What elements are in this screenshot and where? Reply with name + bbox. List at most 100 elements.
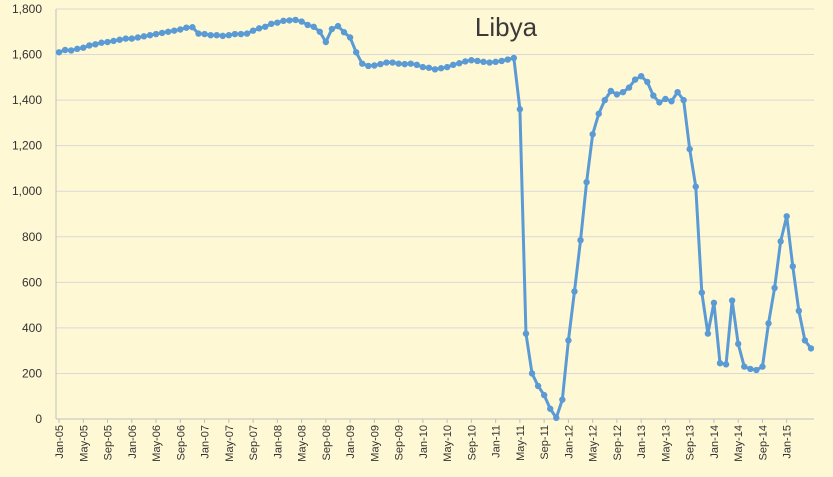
- data-point: [359, 60, 366, 67]
- data-point: [631, 76, 639, 83]
- series: [55, 16, 815, 422]
- data-point: [389, 59, 396, 66]
- data-point: [195, 30, 202, 37]
- data-point: [601, 96, 608, 104]
- data-point: [777, 238, 784, 245]
- x-tick-label: Jan-11: [491, 425, 503, 458]
- x-tick-label: Sep-09: [394, 425, 406, 460]
- x-tick-label: May-13: [660, 425, 672, 462]
- data-point: [589, 131, 596, 138]
- data-point: [383, 59, 390, 66]
- data-point: [795, 307, 803, 315]
- data-point: [498, 57, 505, 65]
- data-point: [613, 91, 621, 98]
- data-point: [171, 27, 178, 34]
- data-point: [352, 49, 360, 56]
- data-point: [346, 34, 354, 41]
- x-tick-label: Jan-10: [418, 425, 430, 459]
- x-tick-label: May-12: [588, 425, 600, 462]
- data-point: [437, 65, 445, 72]
- data-point: [516, 106, 524, 113]
- chart-title: Libya: [475, 12, 538, 42]
- x-tick-label: May-09: [369, 425, 381, 462]
- data-point: [201, 30, 208, 38]
- data-point: [431, 66, 439, 73]
- data-point: [547, 405, 554, 412]
- data-point: [255, 25, 263, 32]
- data-point: [304, 21, 311, 29]
- data-point: [146, 31, 154, 39]
- data-point: [134, 34, 142, 41]
- data-point: [480, 58, 487, 66]
- x-tick-label: Sep-12: [612, 425, 624, 460]
- data-point: [61, 46, 69, 54]
- data-point: [322, 38, 330, 46]
- data-point: [656, 99, 663, 106]
- x-tick-label: Sep-13: [685, 425, 697, 460]
- x-tick-label: Sep-07: [248, 425, 260, 460]
- data-point: [183, 24, 190, 31]
- y-tick-label: 1,800: [12, 2, 42, 16]
- data-point: [807, 345, 815, 352]
- data-point: [243, 30, 251, 37]
- data-point: [783, 213, 790, 220]
- data-point: [98, 39, 105, 46]
- y-tick-label: 200: [22, 366, 42, 380]
- data-point: [189, 24, 196, 31]
- data-point: [425, 64, 433, 71]
- data-point: [213, 31, 220, 39]
- data-point: [686, 145, 693, 153]
- y-tick-label: 1,400: [12, 93, 42, 107]
- data-point: [116, 36, 123, 43]
- data-point: [716, 359, 724, 367]
- data-point: [728, 297, 736, 304]
- data-point: [110, 37, 117, 45]
- data-point: [571, 288, 578, 295]
- data-point: [456, 60, 463, 67]
- data-point: [225, 31, 233, 39]
- x-tick-label: Sep-11: [539, 425, 551, 460]
- y-tick-label: 600: [22, 275, 42, 289]
- data-point: [540, 391, 548, 399]
- x-tick-label: May-14: [733, 425, 745, 462]
- data-point: [759, 363, 766, 370]
- data-point: [395, 60, 402, 67]
- data-point: [474, 57, 481, 65]
- data-point: [468, 57, 475, 64]
- data-point: [668, 98, 675, 105]
- y-tick-label: 0: [35, 412, 42, 426]
- data-point: [534, 382, 542, 390]
- data-point: [310, 23, 317, 30]
- data-point: [443, 63, 451, 71]
- data-point: [553, 414, 560, 422]
- data-point: [280, 17, 287, 25]
- data-point: [371, 62, 378, 69]
- x-tick-label: Sep-05: [103, 425, 115, 460]
- data-point: [177, 26, 184, 33]
- data-point: [789, 263, 796, 270]
- data-point: [55, 49, 63, 56]
- data-point: [680, 96, 687, 104]
- data-point: [86, 42, 93, 49]
- data-point: [698, 289, 706, 296]
- x-axis-ticks: Jan-05 May-05 Sep-05 Jan-06 May-06 Sep-06 Jan-…: [54, 425, 794, 462]
- data-point: [625, 84, 633, 91]
- x-tick-label: May-08: [297, 425, 309, 462]
- data-point: [164, 28, 172, 35]
- data-point: [328, 25, 336, 33]
- data-point: [122, 35, 129, 42]
- gridlines: [56, 8, 814, 420]
- data-point: [704, 330, 712, 337]
- data-point: [583, 178, 590, 186]
- data-point: [577, 236, 584, 244]
- data-point: [365, 62, 372, 70]
- y-axis-ticks: 0 200 400 600 800 1,000 1,200 1,400 1,600 1,800: [12, 2, 42, 426]
- data-point: [504, 56, 511, 63]
- data-point: [559, 396, 566, 403]
- data-point: [316, 28, 323, 35]
- data-point: [74, 45, 81, 53]
- data-point: [522, 330, 530, 337]
- data-point: [595, 110, 602, 117]
- data-point: [801, 337, 809, 344]
- data-point: [92, 41, 99, 48]
